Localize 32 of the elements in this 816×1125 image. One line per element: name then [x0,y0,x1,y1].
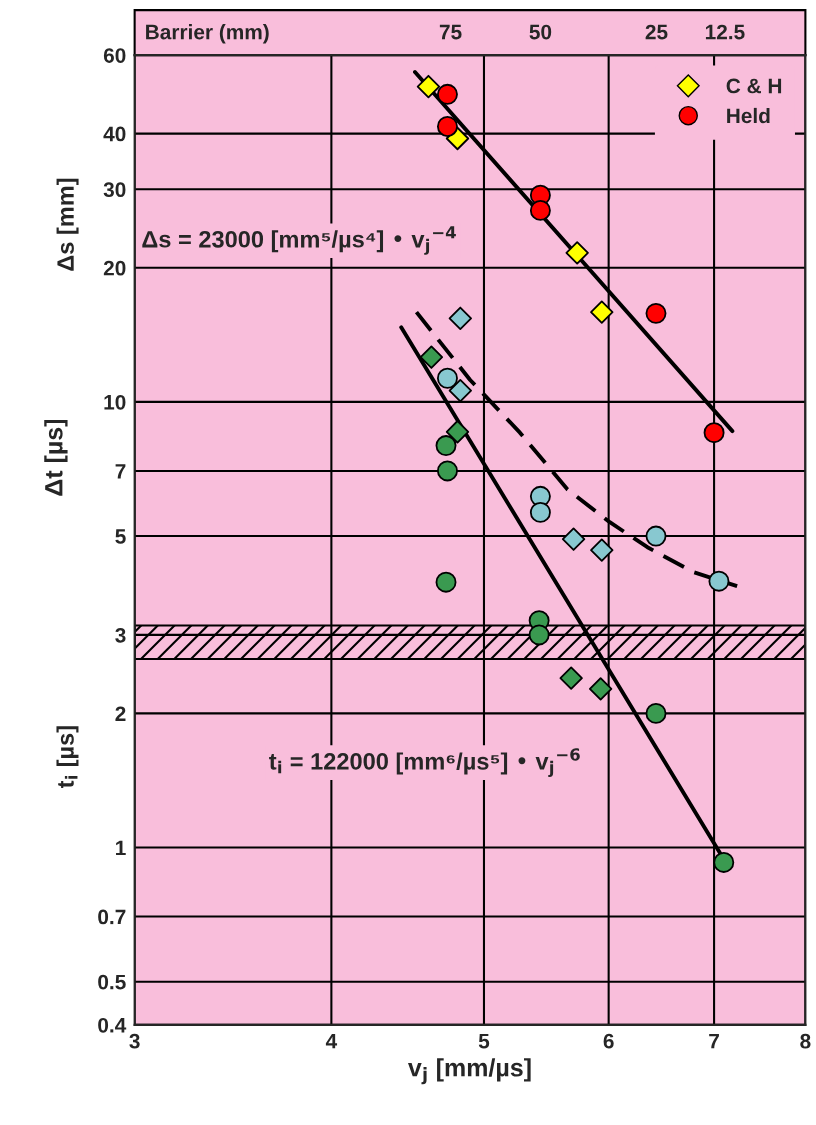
x-tick-label: 5 [478,1033,490,1049]
x-tick-label: 8 [800,1033,811,1049]
y-tick-label: 40 [103,126,126,142]
x-tick-label: 3 [129,1033,140,1049]
y-axis-title: Δt [µs] [44,419,68,496]
y-tick-label: 5 [115,529,126,544]
text: 75 [439,24,462,40]
text: 25 [645,24,668,40]
x-tick-label: 4 [325,1033,338,1049]
y-tick-label: 2 [115,706,126,721]
y-tick-label: 20 [103,260,126,276]
y-tick-label: 1 [116,840,126,856]
text: Δs [mm] [56,178,79,271]
legend-label: C & H [726,78,782,94]
text: Barrier (mm) [146,24,269,44]
y-tick-label: 0.7 [98,909,126,925]
text: 50 [529,24,552,40]
y-tick-label: 0.4 [98,1017,127,1033]
y-tick-label: 7 [115,464,126,479]
x-tick-label: 7 [709,1033,719,1049]
x-axis-title: v$_{j}$ [mm/µs] [407,1058,531,1085]
y-tick-label: 3 [115,627,126,643]
text: 12.5 [705,24,745,40]
annotation: t$_{i}$ = 122000 [mm⁶/µs⁵] • v$_{j}$$^{−6}$ [269,748,580,777]
y-tick-label: 60 [103,48,126,63]
y-tick-label: 30 [103,182,126,198]
y-tick-label: 0.5 [98,974,126,990]
text: t$_{i}$ [µs] [56,726,79,789]
x-tick-label: 6 [603,1033,614,1049]
annotation: Δs = 23000 [mm⁵/µs⁴] • v$_{j}$$^{−4}$ [142,226,456,255]
y-tick-label: 10 [104,394,126,410]
legend-label: Held [727,107,770,124]
